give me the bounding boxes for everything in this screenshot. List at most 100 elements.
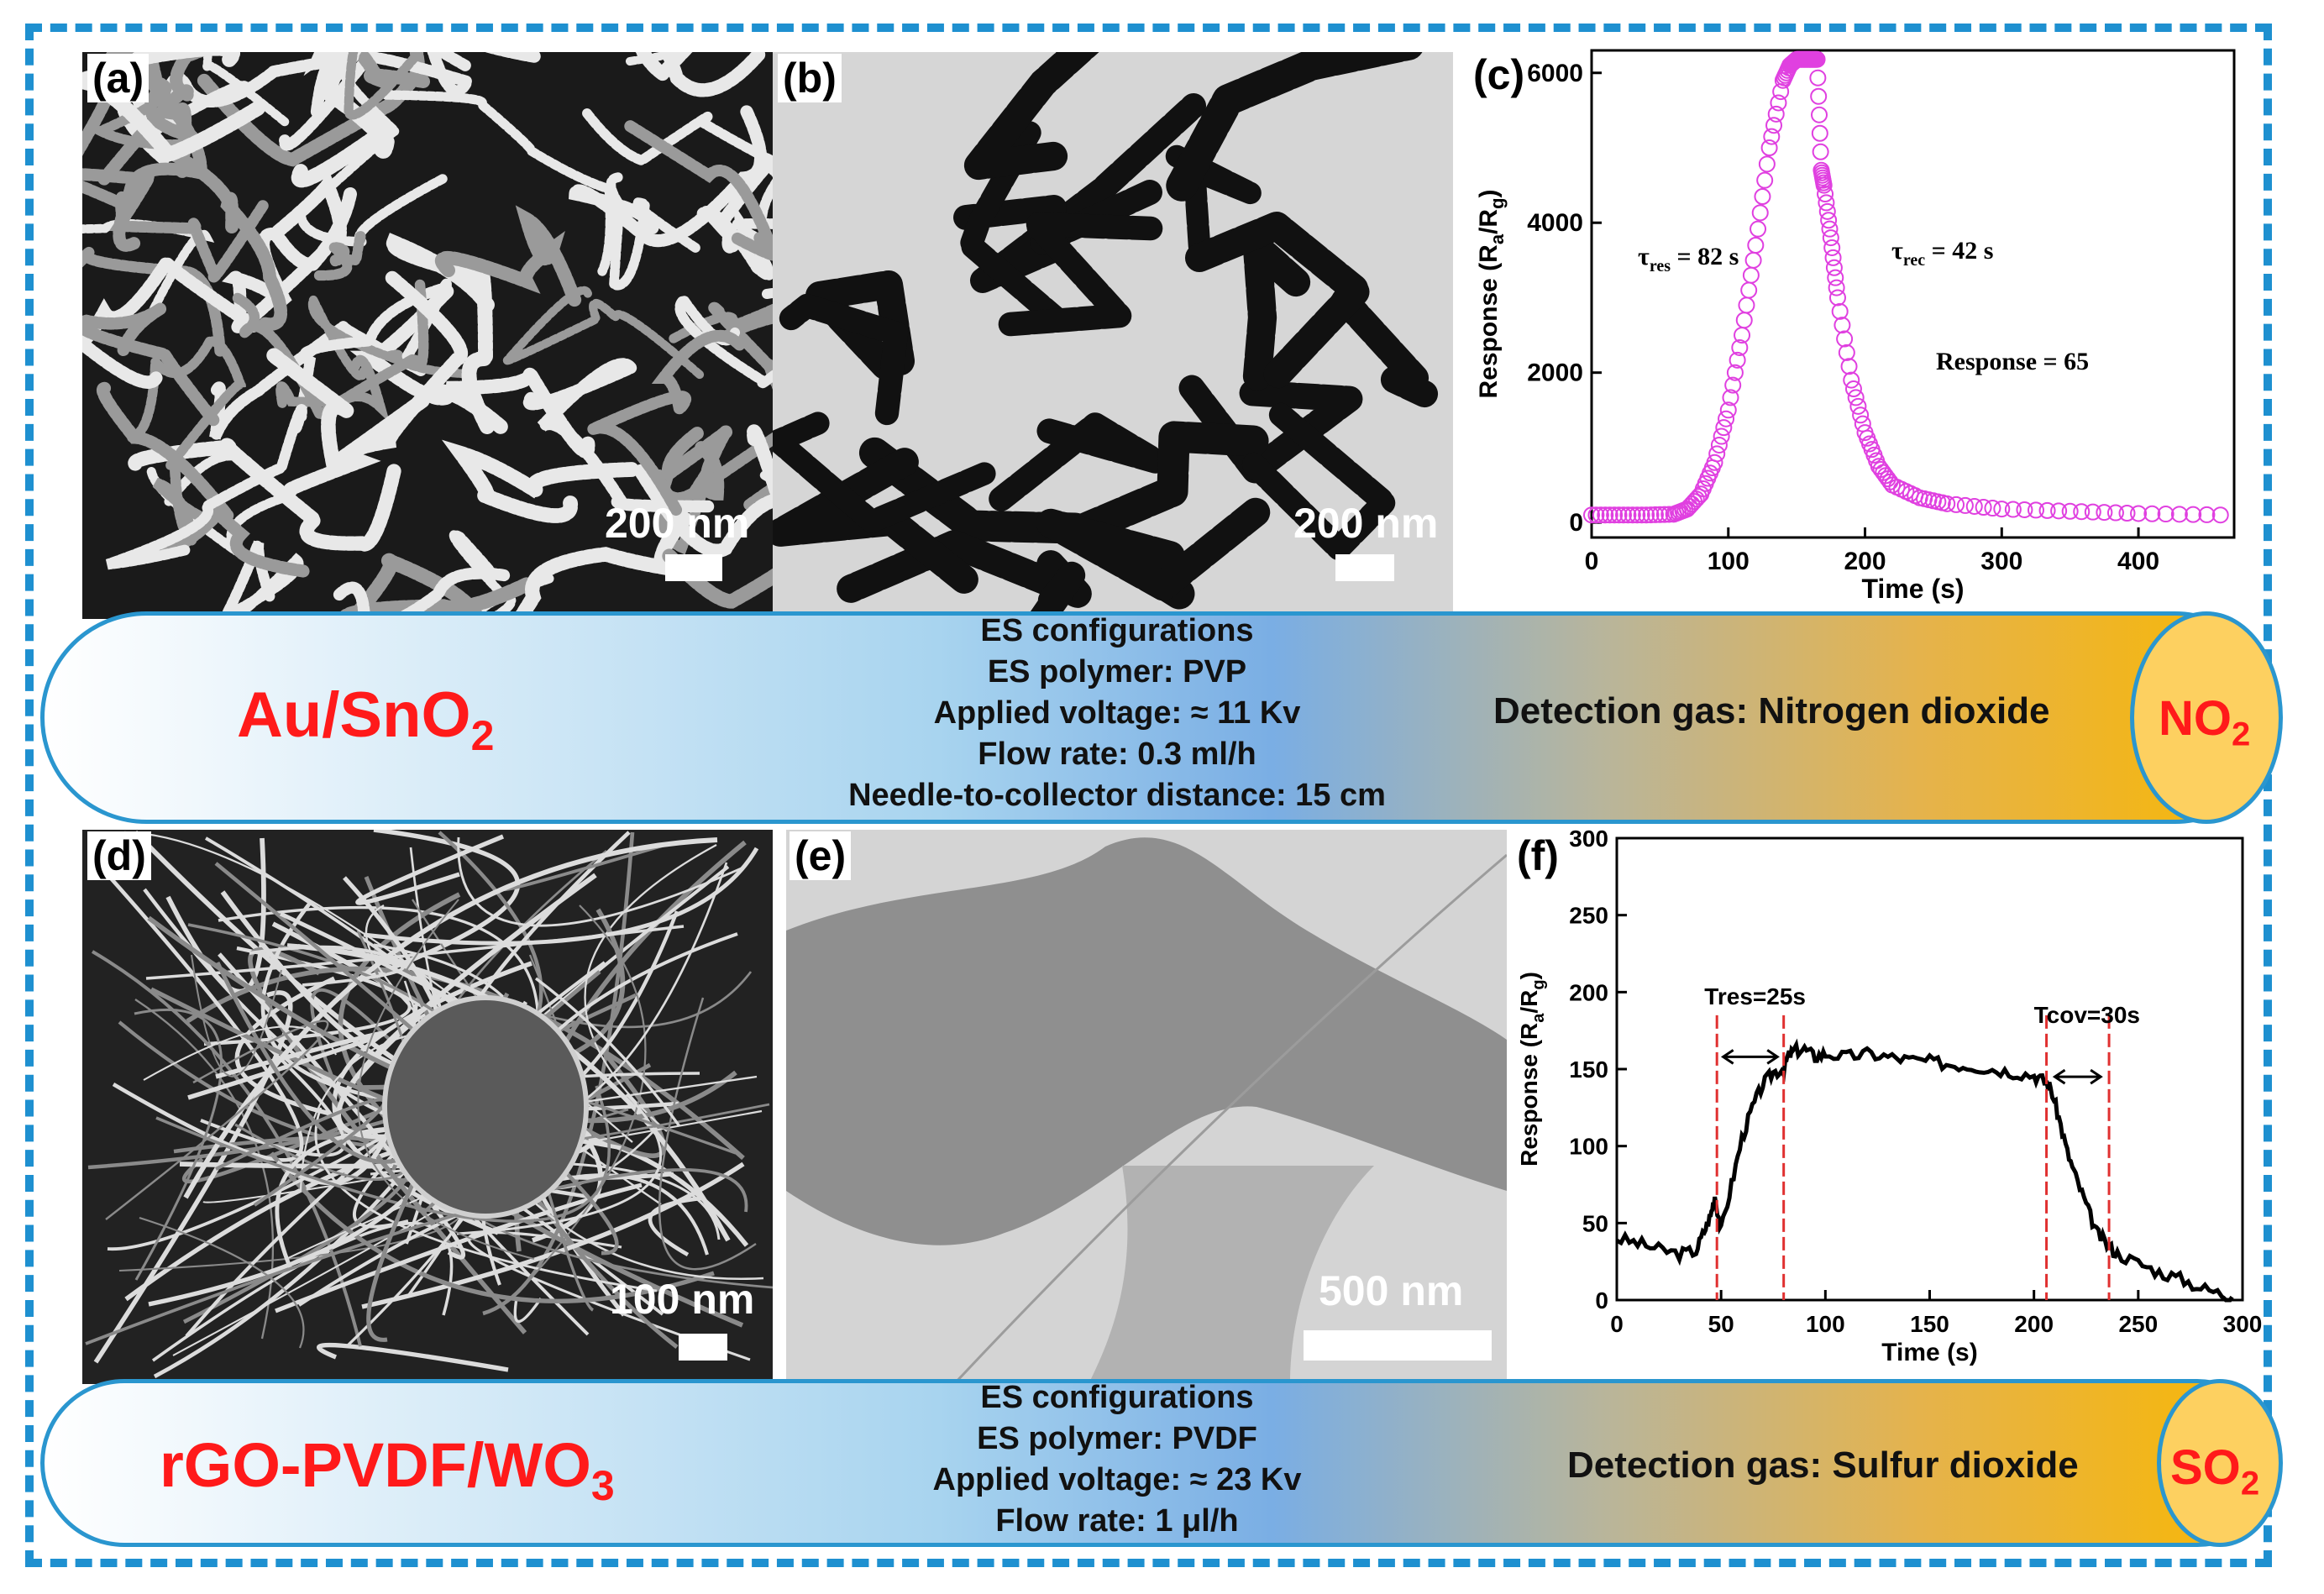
x-axis-label: Time (s) — [1861, 574, 1964, 604]
data-point — [2038, 501, 2056, 519]
nanofiber — [303, 52, 362, 111]
y-tick-label: 200 — [1569, 979, 1608, 1005]
tau-symbol: τ — [1638, 243, 1650, 270]
data-point — [1751, 204, 1769, 222]
data-point — [1583, 506, 1600, 524]
x-tick-label: 0 — [1585, 548, 1599, 575]
config-line: Flow rate: 1 μl/h — [995, 1503, 1239, 1539]
nanofiber — [187, 1030, 387, 1100]
nanofiber — [584, 843, 717, 1132]
data-point — [1742, 266, 1760, 284]
x-tick-label: 400 — [2117, 548, 2159, 575]
panel-label-a: (a) — [87, 54, 150, 102]
data-point — [1633, 506, 1650, 524]
nanofiber — [313, 229, 366, 281]
data-point — [1825, 259, 1843, 276]
data-point — [1823, 239, 1841, 256]
data-point — [1810, 87, 1828, 105]
data-point — [1610, 506, 1628, 524]
data-point — [2130, 505, 2148, 522]
y-tick-label: 0 — [1569, 509, 1583, 537]
material-name-2: rGO-PVDF/WO3 — [160, 1430, 615, 1509]
nanofiber — [97, 381, 310, 578]
x-axis-label: Time (s) — [1881, 1339, 1977, 1366]
y-axis-label-part: ) — [1516, 972, 1542, 979]
y-axis-label-part: a — [1487, 233, 1508, 244]
data-point — [1847, 389, 1865, 406]
data-point — [1710, 436, 1728, 454]
nanofiber-body — [786, 837, 1507, 1245]
nanofiber — [82, 52, 265, 164]
tau-subscript: rec — [1903, 251, 1925, 270]
nanofiber — [1166, 52, 1423, 202]
data-point — [1642, 506, 1660, 524]
x-tick-label: 100 — [1708, 548, 1750, 575]
nanofiber — [132, 52, 192, 178]
nanofiber — [139, 1216, 305, 1349]
data-point — [1852, 406, 1870, 424]
panel-label-c: (c) — [1473, 51, 1525, 98]
data-point — [1838, 343, 1855, 361]
data-point — [1763, 128, 1781, 145]
data-point — [1706, 454, 1723, 471]
nanofiber — [434, 205, 582, 307]
config-line: ES configurations — [980, 613, 1254, 648]
data-point — [1758, 155, 1776, 173]
nanofiber — [232, 279, 429, 423]
nanofiber — [109, 170, 269, 283]
nanofiber — [522, 358, 715, 513]
detection-gas-2: Detection gas: Sulfur dioxide — [1567, 1445, 2079, 1486]
nanofiber — [1068, 421, 1269, 545]
y-axis-label-part: /R — [1475, 209, 1503, 234]
data-point — [1808, 50, 1826, 68]
nanofiber — [279, 52, 475, 151]
x-tick-label: 50 — [1708, 1311, 1734, 1337]
gas-circle-2 — [2157, 1379, 2283, 1547]
nanofiber — [317, 1342, 509, 1372]
panel-label-f: (f) — [1517, 832, 1559, 879]
data-point — [2198, 506, 2216, 523]
series-line — [1615, 1038, 2234, 1303]
nanofiber — [456, 1093, 662, 1235]
series-markers — [1583, 50, 2229, 524]
y-axis-label-part: g — [1487, 197, 1508, 208]
config-line: Needle-to-collector distance: 15 cm — [848, 778, 1386, 813]
y-tick-label: 150 — [1569, 1057, 1608, 1083]
y-axis-label-part: ) — [1475, 189, 1503, 197]
data-point — [1719, 401, 1737, 419]
x-tick-label: 300 — [1980, 548, 2022, 575]
data-point — [1740, 281, 1758, 299]
nanofiber — [1242, 233, 1311, 391]
data-point — [1624, 506, 1641, 524]
nanofiber — [569, 105, 768, 248]
data-point — [1646, 506, 1664, 523]
sem-image-d — [82, 830, 773, 1384]
nanofiber — [467, 1230, 751, 1361]
nanofiber-branch — [1089, 1166, 1374, 1384]
x-tick-label: 150 — [1910, 1311, 1949, 1337]
scale-label-b: 200 nm — [1293, 500, 1439, 547]
nanofiber — [105, 1020, 329, 1220]
nanofiber — [200, 1041, 346, 1157]
nanofiber — [127, 336, 246, 470]
data-point — [1629, 506, 1646, 524]
nanofiber — [107, 1103, 443, 1251]
config-line: Flow rate: 0.3 ml/h — [978, 737, 1256, 772]
data-point — [1601, 506, 1618, 524]
data-point — [1811, 106, 1828, 123]
data-point — [2157, 506, 2174, 523]
nanofiber — [85, 1168, 748, 1345]
data-point — [2211, 506, 2229, 524]
plot-frame — [1590, 49, 2236, 539]
bead — [382, 995, 589, 1219]
nanofiber — [1165, 144, 1262, 258]
nanofiber — [145, 925, 685, 980]
data-point — [1840, 358, 1858, 375]
y-axis-label-part: Response (R — [1475, 244, 1503, 399]
nanofiber — [320, 52, 431, 92]
config-line: ES polymer: PVP — [987, 654, 1247, 690]
data-point — [1836, 330, 1854, 348]
nanofiber — [155, 1085, 611, 1223]
nanofiber — [355, 834, 505, 905]
nanofiber — [989, 412, 1168, 511]
